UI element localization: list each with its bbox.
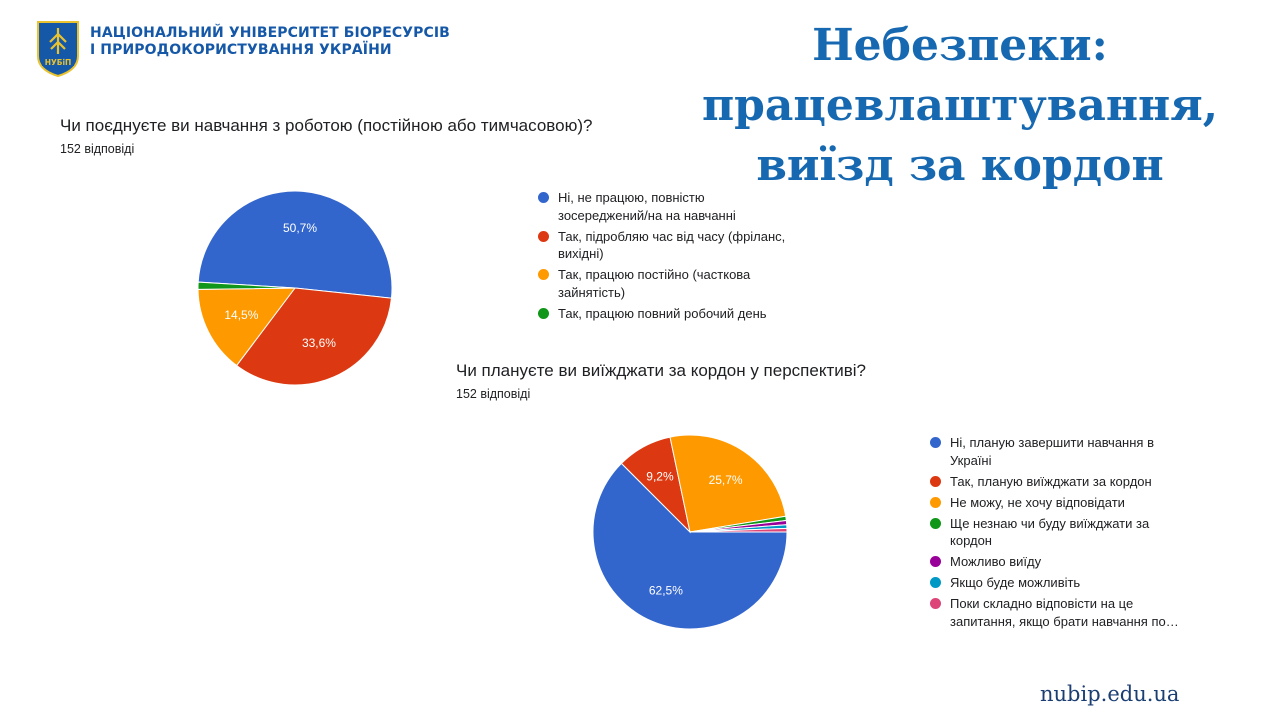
chart1-legend-label-4: Так, працюю повний робочий день — [558, 305, 767, 321]
chart2-legend-dot-1 — [930, 437, 941, 448]
chart2-legend-item-5: Можливо виїду — [930, 553, 1180, 571]
chart1-legend-item-2: Так, підробляю час від часу (фріланс, ви… — [538, 228, 788, 263]
chart1-legend-dot-2 — [538, 230, 549, 242]
chart2-slice-3 — [669, 434, 787, 533]
chart2-legend-item-1: Ні, планую завершити навчання в Україні — [930, 434, 1180, 469]
chart2-legend-dot-5 — [930, 556, 941, 567]
chart2-subtitle: 152 відповіді — [456, 387, 531, 401]
chart2-legend-label-5: Можливо виїду — [950, 554, 1042, 569]
chart2-legend: Ні, планую завершити навчання в Україні Т… — [930, 434, 1180, 634]
chart1-slice-1 — [197, 190, 393, 299]
logo-text: НУБіП — [45, 58, 72, 67]
chart2-slice-label-1: 62,5% — [649, 583, 683, 597]
chart1-slice-label-1: 50,7% — [283, 221, 317, 235]
university-name-line1: НАЦІОНАЛЬНИЙ УНІВЕРСИТЕТ БІОРЕСУРСІВ — [90, 25, 450, 41]
chart2-legend-dot-2 — [930, 475, 941, 487]
chart2-pie: 62,5% 9,2% 25,7% — [592, 434, 788, 630]
chart2-legend-item-7: Поки складно відповісти на це запитання,… — [930, 595, 1180, 630]
chart1-legend: Ні, не працюю, повністю зосереджений/на … — [538, 189, 788, 326]
chart1-legend-dot-3 — [538, 269, 549, 280]
chart2-legend-label-1: Ні, планую завершити навчання в Україні — [950, 435, 1154, 468]
slide-title: Небезпеки: працевлаштування, виїзд за ко… — [700, 16, 1220, 196]
chart1-legend-dot-4 — [538, 307, 549, 319]
chart2-slice-label-3: 25,7% — [709, 473, 743, 487]
chart2-legend-dot-7 — [930, 598, 941, 609]
university-name: НАЦІОНАЛЬНИЙ УНІВЕРСИТЕТ БІОРЕСУРСІВ І П… — [90, 25, 450, 59]
chart2-slice-1 — [592, 462, 788, 630]
chart2-legend-dot-6 — [930, 577, 941, 588]
chart2-legend-label-7: Поки складно відповісти на це запитання,… — [950, 596, 1179, 629]
chart1-legend-item-1: Ні, не працюю, повністю зосереджений/на … — [538, 189, 788, 224]
university-logo: НУБіП — [37, 21, 79, 78]
chart2-legend-dot-4 — [930, 517, 941, 529]
chart1-slice-2 — [235, 287, 393, 386]
chart1-legend-label-1: Ні, не працюю, повністю зосереджений/на … — [558, 190, 736, 223]
chart1-legend-label-2: Так, підробляю час від часу (фріланс, ви… — [558, 228, 786, 262]
chart2-legend-item-2: Так, планую виїжджати за кордон — [930, 473, 1180, 491]
slide-title-line2: працевлаштування, — [701, 80, 1219, 131]
chart2-legend-item-6: Якщо буде можливіть — [930, 574, 1180, 592]
chart1-pie: 50,7% 33,6% 14,5% — [197, 190, 393, 386]
chart2-slice-label-2: 9,2% — [646, 470, 674, 484]
chart2-slice-7 — [689, 527, 788, 533]
footer-url: nubip.edu.ua — [1040, 682, 1180, 706]
chart1-legend-item-4: Так, працюю повний робочий день — [538, 305, 788, 323]
chart2-legend-label-3: Не можу, не хочу відповідати — [950, 494, 1125, 510]
chart1-legend-item-3: Так, працюю постійно (часткова зайнятіст… — [538, 266, 788, 301]
chart2-legend-label-4: Ще незнаю чи буду виїжджати за кордон — [950, 515, 1150, 549]
chart2-legend-item-3: Не можу, не хочу відповідати — [930, 494, 1180, 512]
chart1-slice-4 — [197, 281, 296, 290]
chart1-slice-label-3: 14,5% — [224, 308, 258, 322]
chart2-title: Чи плануєте ви виїжджати за кордон у пер… — [456, 361, 866, 380]
chart2-legend-label-2: Так, планую виїжджати за кордон — [950, 473, 1152, 489]
slide-title-line3: виїзд за кордон — [756, 140, 1164, 191]
chart2-legend-item-4: Ще незнаю чи буду виїжджати за кордон — [930, 515, 1180, 550]
slide-title-line1: Небезпеки: — [812, 20, 1108, 71]
university-name-line2: І ПРИРОДОКОРИСТУВАННЯ УКРАЇНИ — [90, 42, 392, 58]
chart1-legend-label-3: Так, працюю постійно (часткова зайнятіст… — [558, 267, 751, 300]
chart1-legend-dot-1 — [538, 192, 549, 203]
chart2-legend-dot-3 — [930, 496, 941, 508]
chart1-subtitle: 152 відповіді — [60, 142, 135, 156]
chart1-title: Чи поєднуєте ви навчання з роботою (пост… — [60, 116, 593, 135]
chart1-slice-label-2: 33,6% — [302, 336, 336, 350]
chart1-slice-3 — [197, 287, 297, 367]
chart2-legend-label-6: Якщо буде можливіть — [950, 575, 1081, 590]
